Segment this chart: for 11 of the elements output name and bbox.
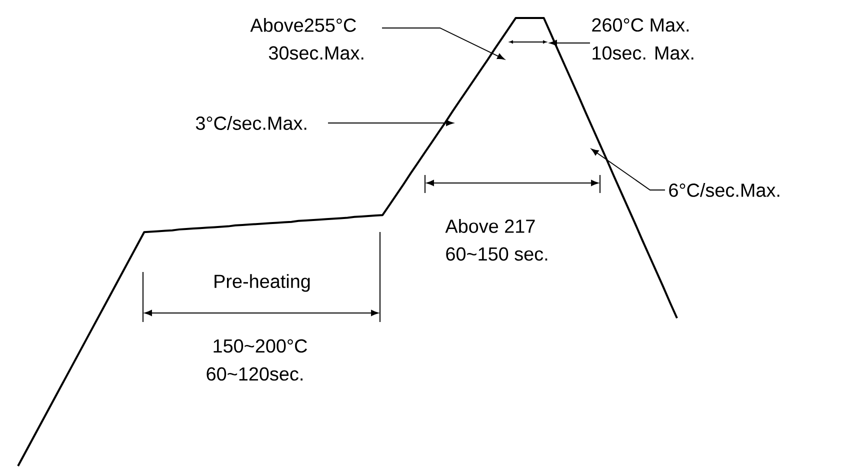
annotation: Pre-heating	[214, 274, 310, 292]
annotation: 6°C/sec.Max.	[669, 183, 780, 197]
annotation: Above 217	[445, 219, 535, 233]
annotation: 60~150 sec.	[446, 247, 548, 261]
annotation: 260°C Max.	[592, 18, 689, 32]
annotation: 10sec. Max.	[592, 46, 694, 60]
annotation: 30sec.Max.	[268, 46, 364, 60]
annotation: Above255°C	[250, 18, 356, 32]
annotation: 150~200°C	[214, 339, 307, 353]
annotation: 3°C/sec.Max.	[196, 116, 306, 130]
annotation: 60~120sec.	[206, 367, 302, 381]
